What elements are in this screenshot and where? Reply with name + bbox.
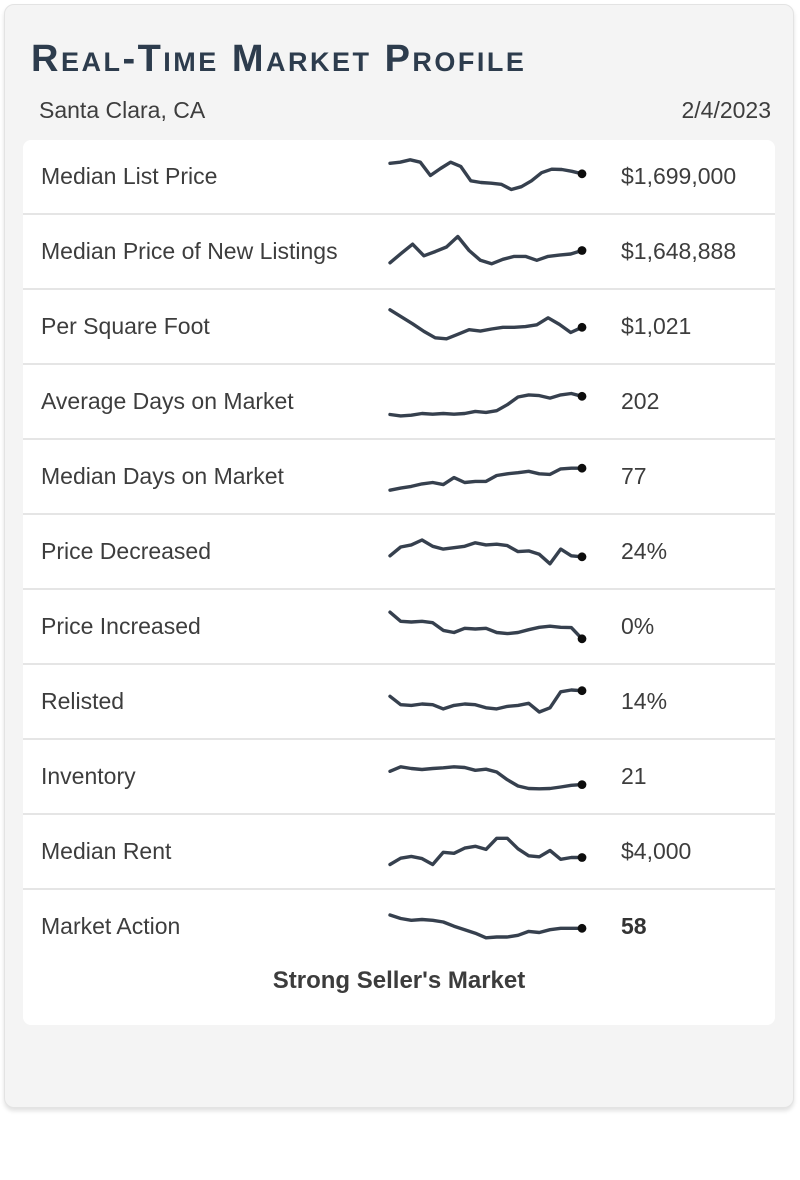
metric-sparkline xyxy=(386,140,591,213)
metric-sparkline xyxy=(386,290,591,363)
metric-sparkline xyxy=(386,890,591,963)
sparkline-chart xyxy=(388,836,587,867)
metric-sparkline xyxy=(386,365,591,438)
sparkline-path xyxy=(388,836,584,867)
sparkline-chart xyxy=(388,610,587,644)
metric-label: Median Days on Market xyxy=(41,462,284,489)
metric-label: Median List Price xyxy=(41,162,218,189)
metric-rows: Median List Price $1,699,000 Median Price … xyxy=(23,140,775,963)
metric-label: Median Rent xyxy=(41,837,172,864)
metric-row: Median Rent $4,000 xyxy=(23,815,775,890)
sparkline-path xyxy=(388,308,584,341)
sparkline-path xyxy=(388,392,584,418)
sparkline-endpoint-dot xyxy=(577,924,587,933)
sparkline-chart xyxy=(388,538,587,566)
sparkline-path xyxy=(388,235,584,266)
metric-label: Price Increased xyxy=(41,612,201,639)
metric-value: $4,000 xyxy=(621,837,692,864)
metric-label: Average Days on Market xyxy=(41,387,294,414)
metric-row: Relisted 14% xyxy=(23,665,775,740)
metric-row: Price Decreased 24% xyxy=(23,515,775,590)
metric-value: 202 xyxy=(621,387,660,414)
metric-value: 58 xyxy=(621,912,647,939)
market-status-badge: Strong Seller's Market xyxy=(272,966,526,994)
sparkline-path xyxy=(388,688,584,714)
metric-row: Median Days on Market 77 xyxy=(23,440,775,515)
metric-sparkline xyxy=(386,215,591,288)
sparkline-chart xyxy=(388,464,587,493)
sparkline-endpoint-dot xyxy=(577,323,587,332)
metric-value: 77 xyxy=(621,462,647,489)
location-label: Santa Clara, CA xyxy=(39,96,206,123)
metric-sparkline xyxy=(386,665,591,738)
sparkline-path xyxy=(388,913,584,940)
page-title: Real-Time Market Profile xyxy=(31,38,527,80)
metric-label: Market Action xyxy=(41,912,181,939)
sparkline-endpoint-dot xyxy=(577,552,587,562)
metric-sparkline xyxy=(386,590,591,663)
sparkline-chart xyxy=(388,913,587,940)
metric-row: Average Days on Market 202 xyxy=(23,365,775,440)
sparkline-path xyxy=(388,466,584,493)
metric-value: 24% xyxy=(621,537,668,564)
metric-label: Relisted xyxy=(41,687,125,714)
metric-row: Median List Price $1,699,000 xyxy=(23,140,775,215)
sparkline-chart xyxy=(388,308,587,341)
metric-value: $1,648,888 xyxy=(621,237,737,264)
sparkline-endpoint-dot xyxy=(577,853,587,863)
sparkline-chart xyxy=(388,158,587,192)
metric-sparkline xyxy=(386,515,591,588)
report-date: 2/4/2023 xyxy=(681,96,771,123)
metric-value: 21 xyxy=(621,762,647,789)
metric-row: Per Square Foot $1,021 xyxy=(23,290,775,365)
sparkline-chart xyxy=(388,686,587,714)
metric-value: 14% xyxy=(621,687,668,714)
metric-row: Median Price of New Listings $1,648,888 xyxy=(23,215,775,290)
metric-sparkline xyxy=(386,740,591,813)
sparkline-path xyxy=(388,765,584,791)
sparkline-path xyxy=(388,158,584,192)
sparkline-chart xyxy=(388,765,587,791)
sparkline-endpoint-dot xyxy=(577,464,587,473)
metrics-table: Median List Price $1,699,000 Median Price … xyxy=(23,139,775,1025)
market-profile-card: Real-Time Market Profile Santa Clara, CA… xyxy=(4,4,794,1108)
metric-row: Price Increased 0% xyxy=(23,590,775,665)
metric-sparkline xyxy=(386,815,591,888)
metric-label: Per Square Foot xyxy=(41,312,210,339)
metric-value: $1,021 xyxy=(621,312,692,339)
subheader: Santa Clara, CA 2/4/2023 xyxy=(39,97,771,124)
sparkline-path xyxy=(388,538,584,566)
sparkline-endpoint-dot xyxy=(577,780,587,790)
sparkline-endpoint-dot xyxy=(577,246,587,256)
sparkline-chart xyxy=(388,392,587,418)
sparkline-chart xyxy=(388,235,587,266)
sparkline-endpoint-dot xyxy=(577,686,587,696)
metric-row: Market Action 58 xyxy=(23,890,775,963)
metric-label: Median Price of New Listings xyxy=(41,237,338,264)
metric-value: 0% xyxy=(621,612,655,639)
metric-sparkline xyxy=(386,440,591,513)
sparkline-endpoint-dot xyxy=(577,169,587,179)
sparkline-endpoint-dot xyxy=(577,634,587,644)
metric-value: $1,699,000 xyxy=(621,162,737,189)
metric-label: Price Decreased xyxy=(41,537,212,564)
metric-row: Inventory 21 xyxy=(23,740,775,815)
sparkline-path xyxy=(388,610,584,641)
sparkline-endpoint-dot xyxy=(577,392,587,401)
metric-label: Inventory xyxy=(41,762,136,789)
